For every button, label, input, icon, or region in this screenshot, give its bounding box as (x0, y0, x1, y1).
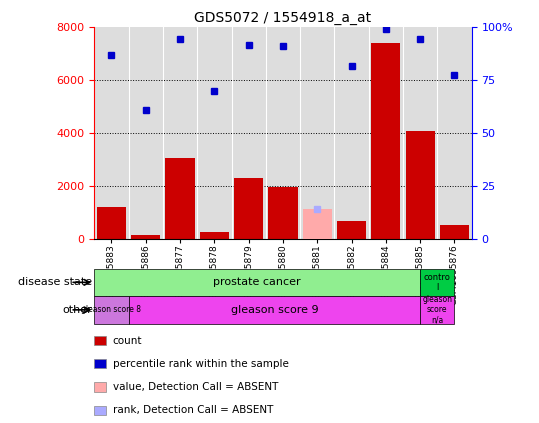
Bar (131, 235, 161, 239)
Bar (97, 207, 126, 239)
Bar (303, 209, 332, 239)
Text: other: other (62, 305, 92, 315)
Text: disease state: disease state (17, 277, 92, 287)
Bar (405, 131, 435, 239)
Text: value, Detection Call = ABSENT: value, Detection Call = ABSENT (113, 382, 278, 392)
Bar (420, 296, 454, 324)
Title: GDS5072 / 1554918_a_at: GDS5072 / 1554918_a_at (195, 11, 371, 25)
Text: count: count (113, 335, 142, 346)
Bar (420, 269, 454, 296)
Bar (303, 236, 332, 239)
Text: rank, Detection Call = ABSENT: rank, Detection Call = ABSENT (113, 405, 273, 415)
Bar (337, 221, 366, 239)
Bar (371, 44, 400, 239)
Bar (200, 232, 229, 239)
Bar (440, 225, 469, 239)
Bar (94, 269, 420, 296)
Text: prostate cancer: prostate cancer (213, 277, 301, 287)
Text: percentile rank within the sample: percentile rank within the sample (113, 359, 288, 369)
Text: gleason score 8: gleason score 8 (81, 305, 141, 314)
Bar (234, 178, 263, 239)
Text: gleason
score
n/a: gleason score n/a (423, 295, 452, 325)
Text: contro
l: contro l (424, 273, 451, 292)
Bar (129, 296, 420, 324)
Text: gleason score 9: gleason score 9 (231, 305, 318, 315)
Bar (268, 187, 298, 239)
Bar (165, 158, 195, 239)
Bar (94, 296, 129, 324)
